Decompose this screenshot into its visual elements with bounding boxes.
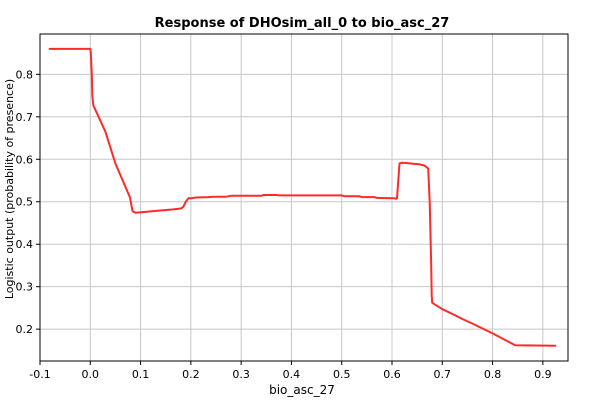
x-tick-label: 0.8 xyxy=(484,368,502,381)
x-tick-label: 0.5 xyxy=(333,368,351,381)
y-tick-label: 0.7 xyxy=(16,111,34,124)
x-tick-label: 0.3 xyxy=(232,368,250,381)
x-tick-label: 0.0 xyxy=(82,368,100,381)
grid-lines xyxy=(39,34,568,361)
y-tick-label: 0.5 xyxy=(16,196,34,209)
x-tick-label: 0.4 xyxy=(283,368,301,381)
y-tick-label: 0.8 xyxy=(16,68,34,81)
response-curve-line xyxy=(48,47,557,347)
y-tick-label: 0.2 xyxy=(16,323,34,336)
y-tick-label: 0.4 xyxy=(16,238,34,251)
x-axis-label: bio_asc_27 xyxy=(269,383,335,397)
x-tick-label: 0.2 xyxy=(182,368,200,381)
series-line-group xyxy=(48,47,557,347)
y-tick-label: 0.3 xyxy=(16,281,34,294)
x-tick-label: 0.7 xyxy=(434,368,452,381)
x-tick-label: 0.1 xyxy=(132,368,150,381)
x-tick-label: -0.1 xyxy=(29,368,50,381)
y-tick-label: 0.6 xyxy=(16,153,34,166)
y-axis-label: Logistic output (probability of presence… xyxy=(3,79,16,299)
plot-area-frame xyxy=(39,33,569,362)
axis-ticks: -0.1 0.0 0.1 0.2 0.3 0.4 0.5 0.6 0.7 0.8 0.9 0.2 0.3… xyxy=(16,68,552,381)
x-tick-label: 0.6 xyxy=(383,368,401,381)
x-tick-label: 0.9 xyxy=(534,368,552,381)
chart-title: Response of DHOsim_all_0 to bio_asc_27 xyxy=(155,16,450,31)
